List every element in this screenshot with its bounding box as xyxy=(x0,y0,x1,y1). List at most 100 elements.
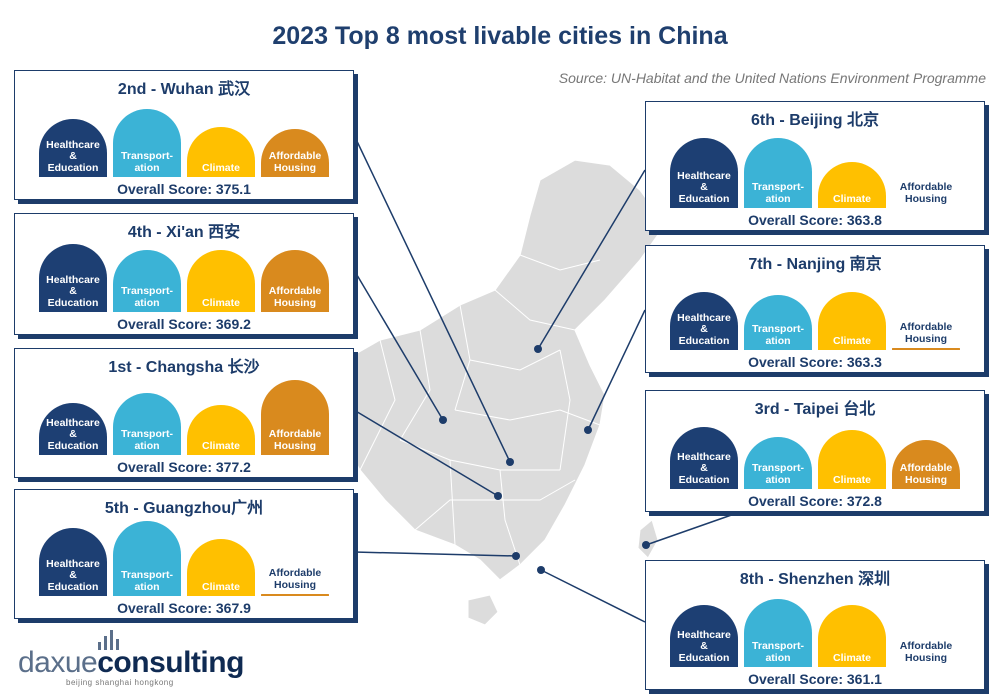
bar-housing: Affordable Housing xyxy=(261,380,329,455)
card-score: Overall Score: 375.1 xyxy=(117,181,251,197)
map-land xyxy=(329,159,666,581)
bar-label: Transport- ation xyxy=(121,150,173,174)
card-score: Overall Score: 367.9 xyxy=(117,600,251,616)
bar-transportation: Transport- ation xyxy=(113,393,181,455)
bar-label: Affordable Housing xyxy=(268,150,322,174)
card-score: Overall Score: 361.1 xyxy=(748,671,882,687)
bar-label: Affordable Housing xyxy=(899,640,953,664)
card-score: Overall Score: 369.2 xyxy=(117,316,251,332)
card-score: Overall Score: 363.8 xyxy=(748,212,882,228)
source-note: Source: UN-Habitat and the United Nation… xyxy=(558,70,986,86)
bar-transportation: Transport- ation xyxy=(744,598,812,667)
card-title: 6th - Beijing 北京 xyxy=(750,112,879,129)
city-marker-8th xyxy=(537,566,545,574)
bar-healthcare: Healthcare & Education xyxy=(39,403,107,455)
city-marker-4th xyxy=(439,416,447,424)
card-score: Overall Score: 372.8 xyxy=(748,493,882,509)
city-marker-5th xyxy=(512,552,520,560)
connector-line-3rd xyxy=(645,511,741,546)
city-card-1st: 1st - Changsha 长沙 Healthcare & Education T… xyxy=(14,348,354,478)
bar-climate: Climate xyxy=(187,126,255,177)
connector-line-5th xyxy=(353,551,517,557)
bar-healthcare: Healthcare & Education xyxy=(670,427,738,489)
card-score: Overall Score: 377.2 xyxy=(117,459,251,475)
bar-climate: Climate xyxy=(818,161,886,208)
map-provinces xyxy=(359,254,601,566)
bar-healthcare: Healthcare & Education xyxy=(39,118,107,177)
bar-climate: Climate xyxy=(187,539,255,596)
connector-line-1st xyxy=(353,409,499,497)
card-title: 2nd - Wuhan 武汉 xyxy=(117,81,251,98)
card-score: Overall Score: 363.3 xyxy=(748,354,882,370)
card-title: 8th - Shenzhen 深圳 xyxy=(739,571,891,588)
bar-transportation: Transport- ation xyxy=(744,436,812,489)
bar-label: Healthcare & Education xyxy=(677,628,731,664)
bar-label: Affordable Housing xyxy=(899,462,953,486)
bars-logo-icon xyxy=(18,628,78,648)
logo-name-bold: consulting xyxy=(97,646,244,679)
bar-housing: Affordable Housing xyxy=(892,321,960,350)
card-title: 7th - Nanjing 南京 xyxy=(748,256,882,273)
bar-housing: Affordable Housing xyxy=(892,181,960,208)
connector-line-2nd xyxy=(353,134,511,463)
bar-label: Transport- ation xyxy=(752,181,804,205)
bar-label: Healthcare & Education xyxy=(677,450,731,486)
bar-climate: Climate xyxy=(818,605,886,667)
logo-name-light: daxue xyxy=(18,646,98,679)
bar-healthcare: Healthcare & Education xyxy=(670,138,738,208)
map-hainan xyxy=(467,594,499,626)
bar-label: Climate xyxy=(833,651,871,664)
bar-label: Climate xyxy=(833,192,871,205)
connector-lines xyxy=(353,134,741,623)
card-title: 5th - Guangzhou广州 xyxy=(104,500,264,517)
bar-housing: Affordable Housing xyxy=(892,640,960,667)
bar-transportation: Transport- ation xyxy=(113,521,181,596)
bar-healthcare: Healthcare & Education xyxy=(39,527,107,596)
bar-label: Transport- ation xyxy=(121,569,173,593)
bar-label: Transport- ation xyxy=(752,323,804,347)
bar-housing: Affordable Housing xyxy=(261,250,329,312)
connector-line-6th xyxy=(537,169,646,350)
bar-label: Healthcare & Education xyxy=(46,273,100,309)
city-marker-2nd xyxy=(506,458,514,466)
logo: daxueconsulting xyxy=(18,646,244,680)
bar-label: Transport- ation xyxy=(752,462,804,486)
bar-transportation: Transport- ation xyxy=(744,138,812,208)
bar-label: Climate xyxy=(202,296,240,309)
chart-title: 2023 Top 8 most livable cities in China xyxy=(272,22,728,50)
logo-bars-icon xyxy=(98,630,128,650)
bar-climate: Climate xyxy=(818,430,886,489)
bar-healthcare: Healthcare & Education xyxy=(670,291,738,350)
bar-label: Climate xyxy=(202,161,240,174)
bar-label: Transport- ation xyxy=(121,285,173,309)
bar-label: Affordable Housing xyxy=(899,321,953,345)
bar-label: Transport- ation xyxy=(752,640,804,664)
city-card-4th: 4th - Xi'an 西安 Healthcare & Education Tran… xyxy=(14,213,354,335)
bar-label: Transport- ation xyxy=(121,428,173,452)
bar-housing: Affordable Housing xyxy=(261,567,329,596)
city-card-5th: 5th - Guangzhou广州 Healthcare & Education T… xyxy=(14,489,354,619)
card-title: 4th - Xi'an 西安 xyxy=(127,224,241,241)
bar-climate: Climate xyxy=(187,404,255,455)
bar-transportation: Transport- ation xyxy=(113,250,181,312)
bar-healthcare: Healthcare & Education xyxy=(39,243,107,312)
bar-label: Climate xyxy=(202,580,240,593)
card-title: 3rd - Taipei 台北 xyxy=(754,401,876,418)
bar-label: Climate xyxy=(202,439,240,452)
bar-label: Climate xyxy=(833,473,871,486)
connector-line-4th xyxy=(353,269,444,421)
bar-label: Healthcare & Education xyxy=(46,557,100,593)
bar-label: Affordable Housing xyxy=(899,181,953,205)
city-card-3rd: 3rd - Taipei 台北 Healthcare & Education Tra… xyxy=(645,390,985,512)
bar-healthcare: Healthcare & Education xyxy=(670,605,738,667)
bar-housing: Affordable Housing xyxy=(261,129,329,177)
city-marker-7th xyxy=(584,426,592,434)
bar-transportation: Transport- ation xyxy=(113,108,181,177)
bar-label: Healthcare & Education xyxy=(46,416,100,452)
city-card-2nd: 2nd - Wuhan 武汉 Healthcare & Education Tran… xyxy=(14,70,354,200)
bar-label: Healthcare & Education xyxy=(677,169,731,205)
bar-housing: Affordable Housing xyxy=(892,440,960,489)
bar-label: Climate xyxy=(833,334,871,347)
city-card-7th: 7th - Nanjing 南京 Healthcare & Education Tr… xyxy=(645,245,985,373)
